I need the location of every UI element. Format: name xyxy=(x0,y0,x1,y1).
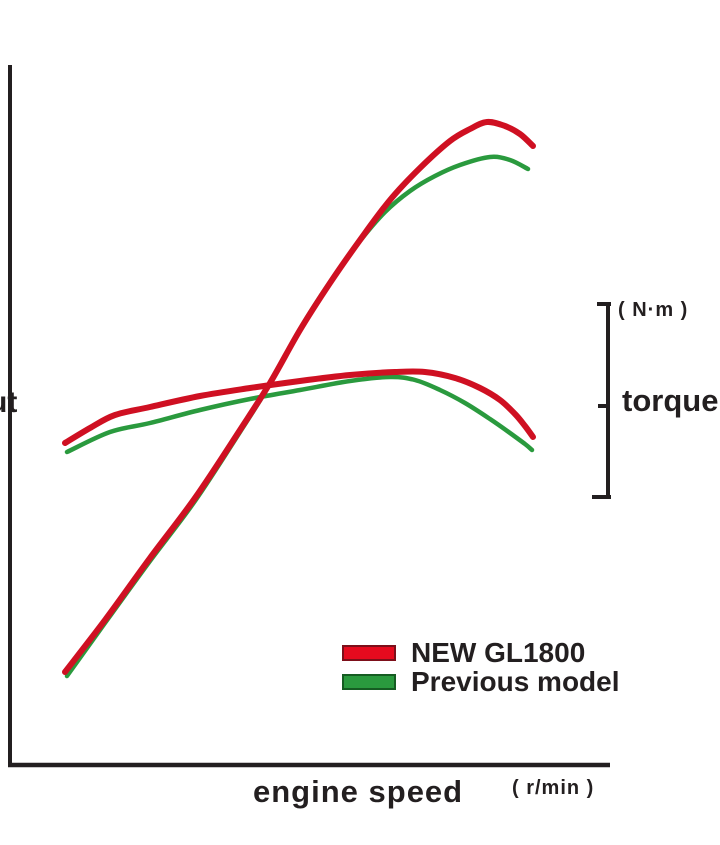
torque-bracket xyxy=(592,302,611,499)
legend-swatch-new-gl1800 xyxy=(342,644,396,661)
curve-new-gl1800-output xyxy=(62,118,536,675)
curve-series-group xyxy=(62,118,536,679)
curve-new-gl1800-torque xyxy=(62,368,536,446)
curve-previous-model-torque xyxy=(64,374,535,455)
x-axis-label: engine speed xyxy=(253,774,464,809)
legend-item-new-gl1800: NEW GL1800 xyxy=(342,636,620,668)
legend-item-previous-model: Previous model xyxy=(342,665,620,697)
torque-axis-label: torque xyxy=(622,383,719,418)
x-axis-unit-label: ( r/min ) xyxy=(512,777,595,799)
y-axis-partial-label: ut xyxy=(0,386,18,419)
legend-label-previous-model: Previous model xyxy=(411,665,620,697)
legend-swatch-previous-model xyxy=(342,673,396,690)
curve-previous-model-output xyxy=(64,154,531,679)
torque-unit-label: ( N·m ) xyxy=(618,299,689,321)
legend-label-new-gl1800: NEW GL1800 xyxy=(411,636,586,668)
legend: NEW GL1800 Previous model xyxy=(342,636,620,697)
